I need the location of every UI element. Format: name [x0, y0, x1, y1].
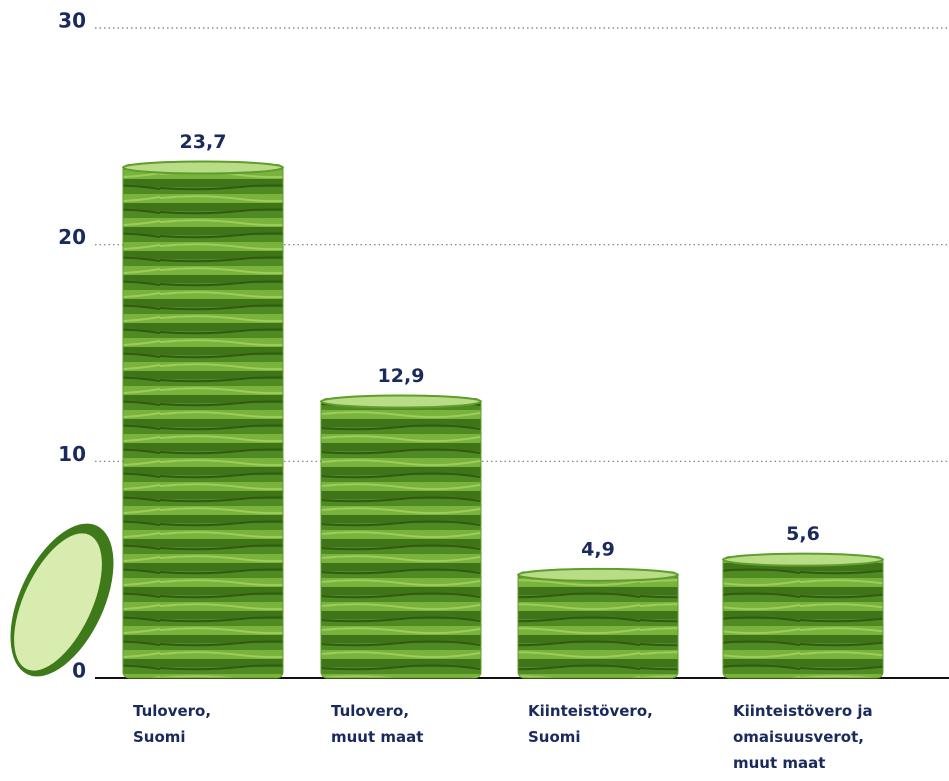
- x-tick-label: Tulovero, Suomi: [133, 702, 212, 746]
- x-tick-label: Kiinteistövero, Suomi: [528, 702, 653, 746]
- bar: [517, 571, 679, 679]
- value-label: 23,7: [180, 131, 227, 153]
- bar-top: [122, 160, 284, 175]
- value-label: 12,9: [378, 365, 425, 387]
- x-tick-label: Tulovero, muut maat: [331, 702, 424, 746]
- bar: [722, 556, 884, 679]
- y-tick-label: 30: [58, 9, 86, 33]
- bar: [122, 164, 284, 679]
- decorative-slice: [10, 523, 114, 677]
- x-tick-label: Kiinteistövero ja omaisuusverot, muut ma…: [733, 702, 873, 772]
- value-label: 5,6: [786, 523, 820, 545]
- bar-top: [517, 567, 679, 582]
- value-label: 4,9: [581, 538, 615, 560]
- y-tick-label: 20: [58, 225, 86, 249]
- bar-top: [722, 552, 884, 567]
- bar-top: [320, 394, 482, 409]
- bar: [320, 398, 482, 679]
- y-tick-label: 10: [58, 442, 86, 466]
- y-tick-label: 0: [72, 659, 86, 683]
